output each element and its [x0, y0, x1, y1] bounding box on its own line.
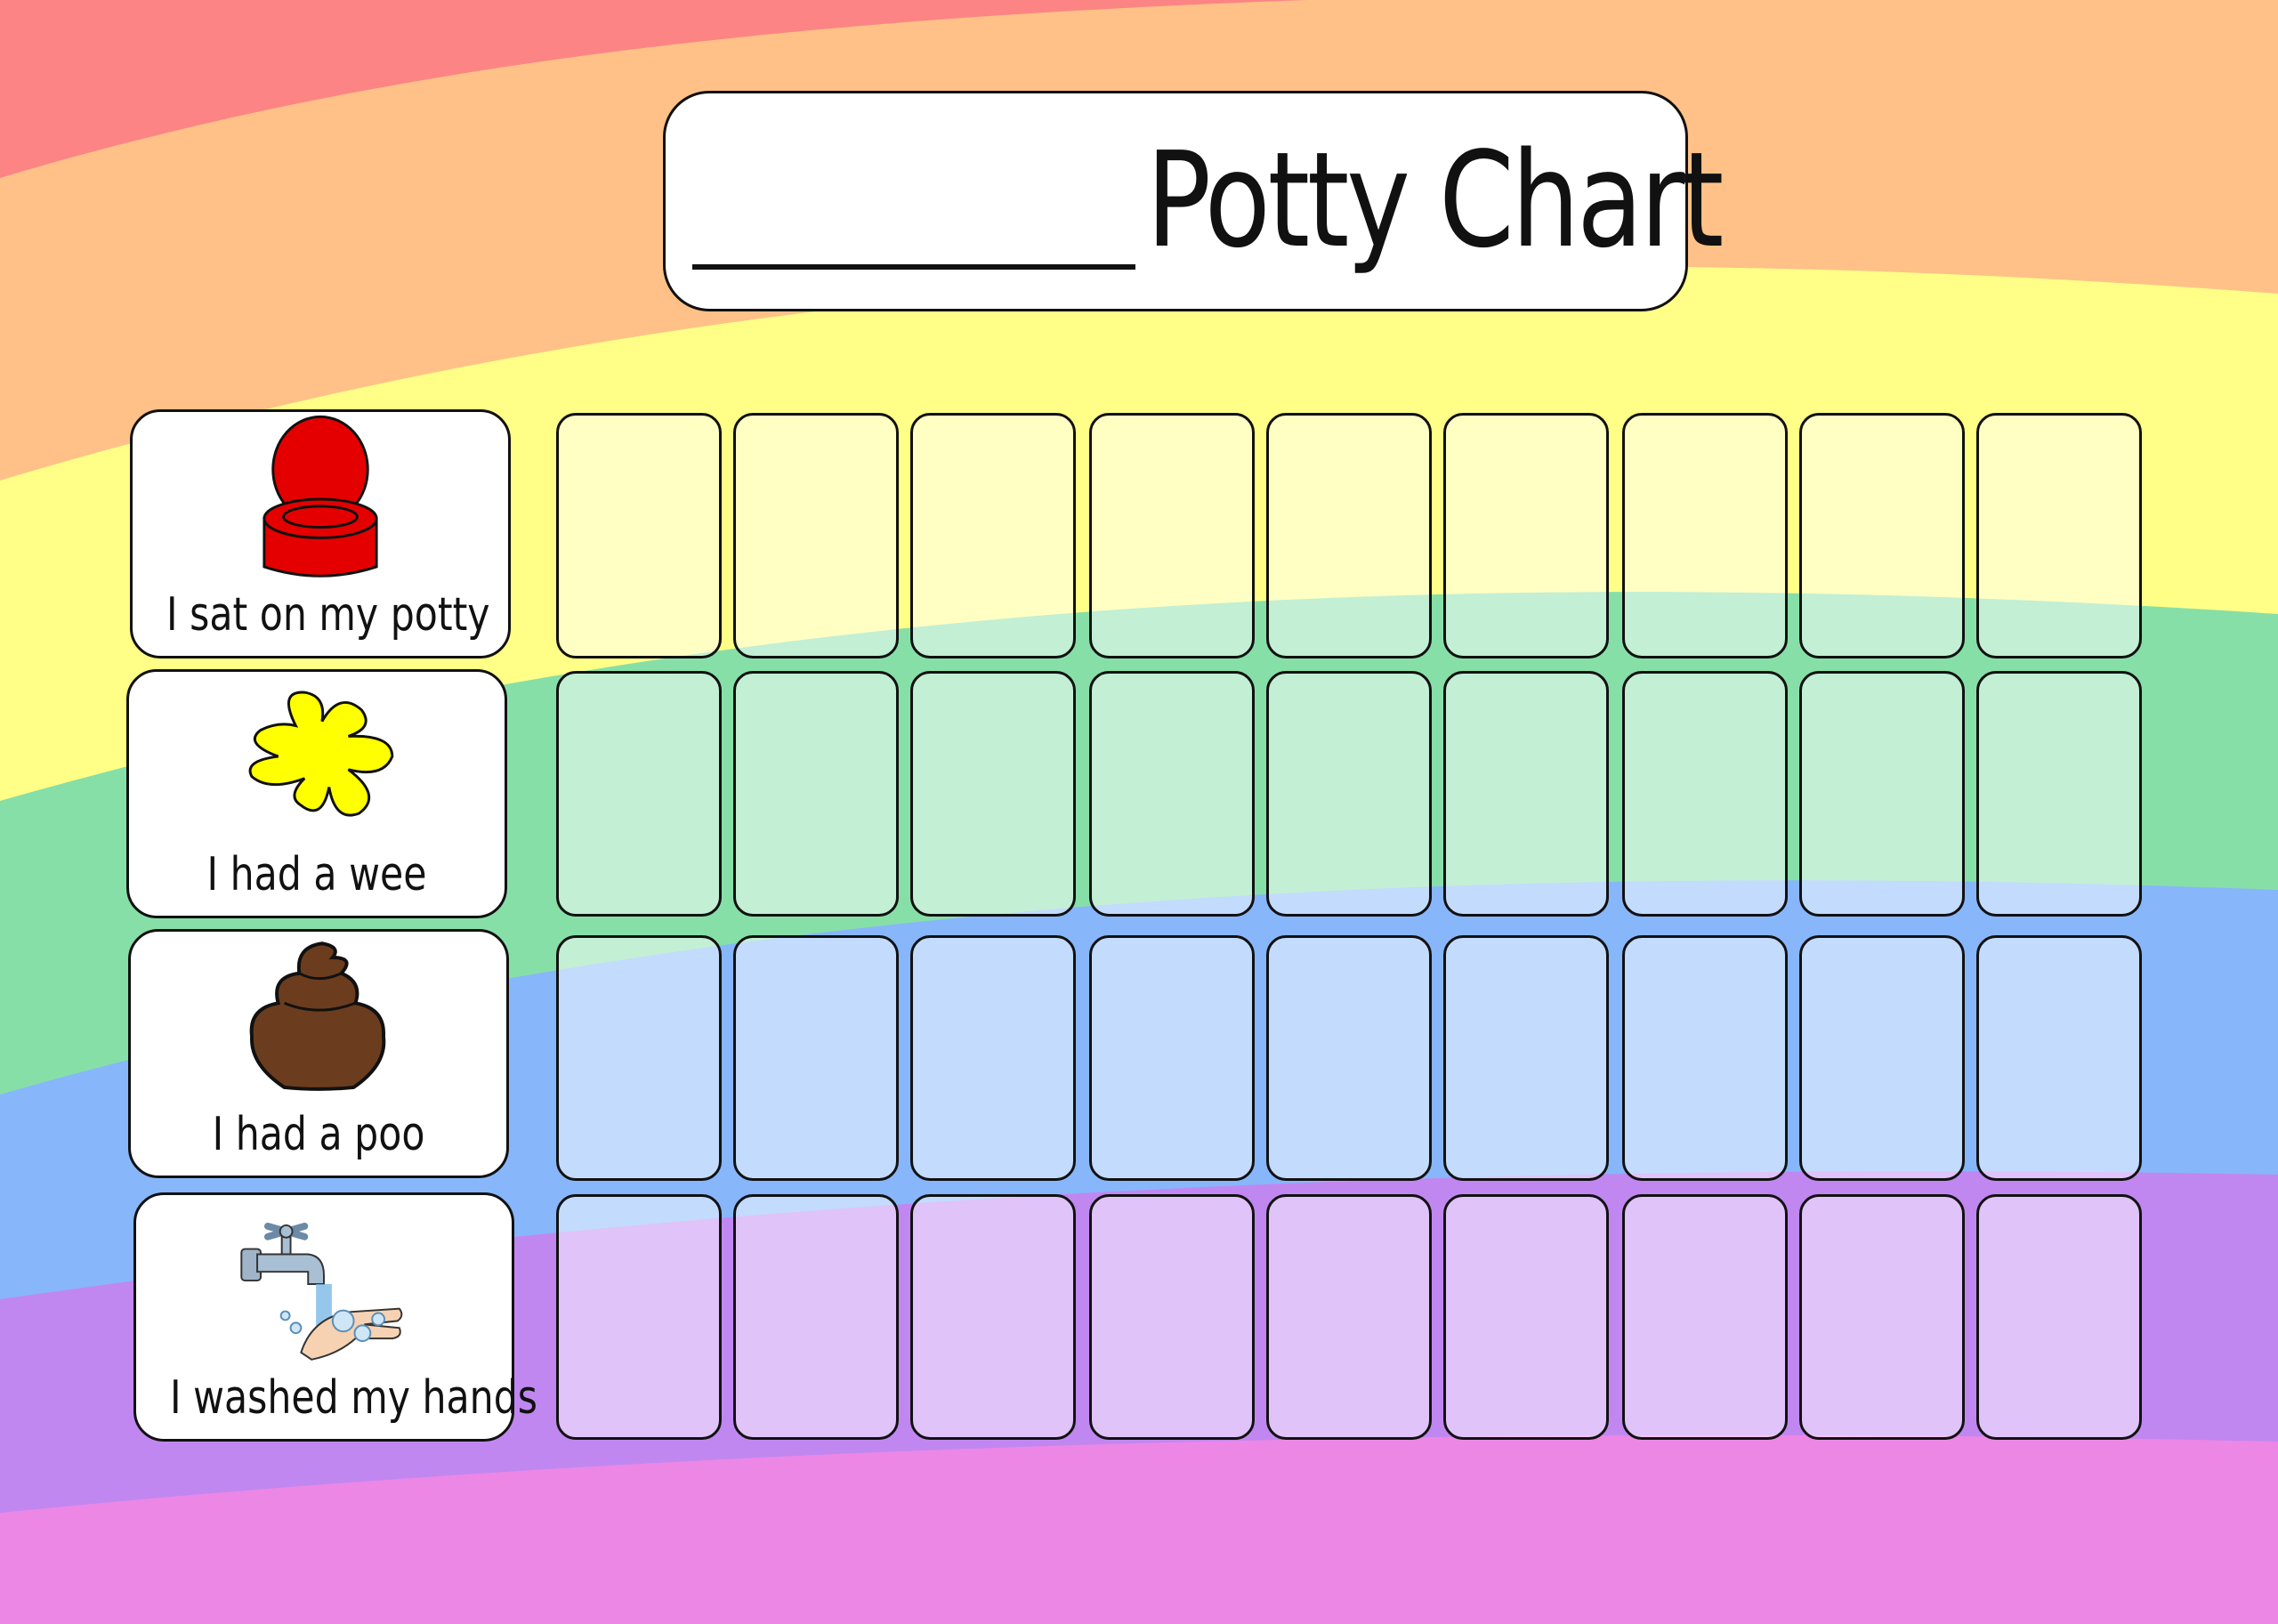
sticker-cell[interactable] [733, 413, 899, 658]
sticker-cell[interactable] [556, 413, 722, 658]
poo-icon [249, 941, 386, 1091]
sticker-cell[interactable] [1266, 413, 1432, 658]
sticker-cell[interactable] [556, 1194, 722, 1440]
name-blank-line[interactable] [692, 264, 1135, 270]
task-card-poo: I had a poo [128, 929, 509, 1178]
sticker-cell[interactable] [733, 1194, 899, 1440]
potty-icon [263, 415, 378, 578]
sticker-cell[interactable] [1443, 935, 1609, 1181]
sticker-cell[interactable] [733, 671, 899, 917]
sticker-cell[interactable] [910, 413, 1076, 658]
sticker-cell[interactable] [1089, 413, 1255, 658]
task-label-hand-washing: I washed my hands [169, 1371, 538, 1425]
sticker-cell[interactable] [1622, 1194, 1788, 1440]
task-card-wee: I had a wee [126, 669, 507, 918]
band-pink [0, 1434, 2278, 1624]
task-label-wee: I had a wee [206, 848, 427, 901]
sticker-cell[interactable] [1799, 1194, 1965, 1440]
task-label-poo: I had a poo [212, 1108, 425, 1161]
sticker-cell[interactable] [556, 671, 722, 917]
sticker-cell[interactable] [1266, 1194, 1432, 1440]
sticker-cell[interactable] [556, 935, 722, 1181]
sticker-cell[interactable] [1089, 935, 1255, 1181]
sticker-cell[interactable] [1622, 671, 1788, 917]
sticker-cell[interactable] [1799, 935, 1965, 1181]
sticker-cell[interactable] [1622, 413, 1788, 658]
sticker-cell[interactable] [1266, 671, 1432, 917]
sticker-cell[interactable] [1089, 671, 1255, 917]
sticker-cell[interactable] [1799, 671, 1965, 917]
task-card-hand-washing: I washed my hands [133, 1192, 538, 1442]
sticker-cell[interactable] [1443, 413, 1609, 658]
hand-washing-tap-icon [240, 1222, 403, 1361]
sticker-cell[interactable] [733, 935, 899, 1181]
sticker-cell[interactable] [1622, 935, 1788, 1181]
task-label-potty: I sat on my potty [166, 588, 490, 642]
sticker-cell[interactable] [1799, 413, 1965, 658]
sticker-cell[interactable] [1089, 1194, 1255, 1440]
page-title: Potty Chart [1146, 124, 1724, 277]
sticker-cell[interactable] [910, 1194, 1076, 1440]
sticker-cell[interactable] [1266, 935, 1432, 1181]
sticker-cell[interactable] [1443, 1194, 1609, 1440]
wee-splash-icon [248, 691, 394, 817]
title-box: Potty Chart [663, 91, 1724, 311]
sticker-cell[interactable] [1976, 1194, 2142, 1440]
task-card-potty: I sat on my potty [130, 409, 511, 658]
sticker-cell[interactable] [1976, 935, 2142, 1181]
sticker-cell[interactable] [1443, 671, 1609, 917]
sticker-cell[interactable] [1976, 671, 2142, 917]
sticker-cell[interactable] [910, 935, 1076, 1181]
sticker-cell[interactable] [910, 671, 1076, 917]
sticker-cell[interactable] [1976, 413, 2142, 658]
